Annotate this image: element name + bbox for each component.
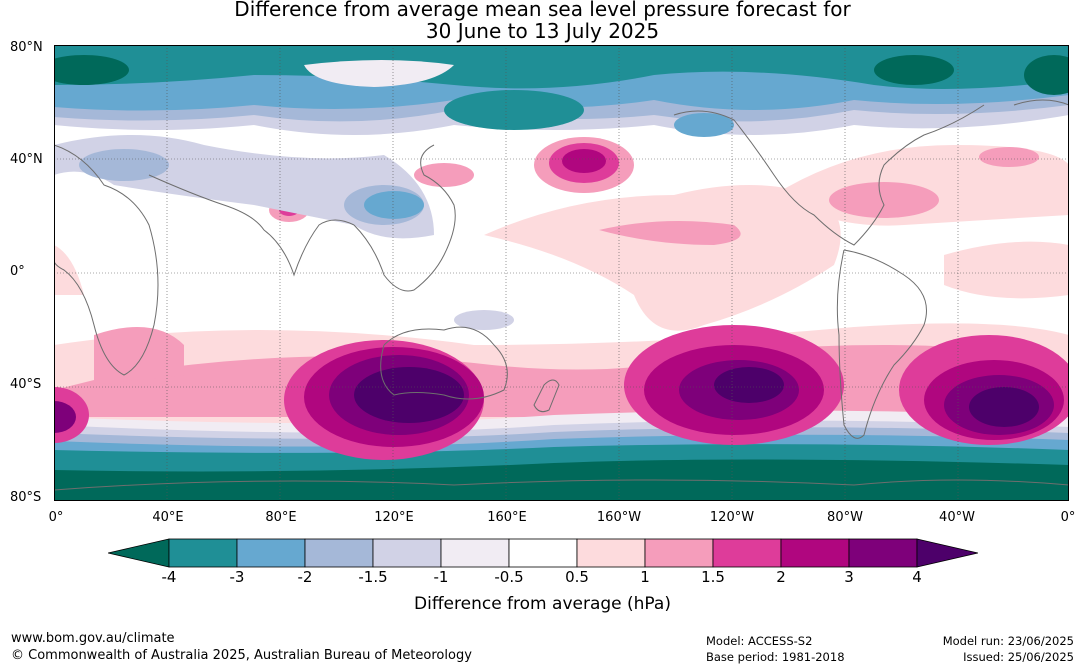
lon-label-40w: 40°W	[939, 510, 975, 525]
colorbar-tick: -1.5	[358, 568, 388, 586]
atlantic-high-level4	[969, 387, 1039, 427]
colorbar-segment	[304, 538, 374, 568]
colorbar	[108, 538, 978, 568]
map-title-line1: Difference from average mean sea level p…	[234, 0, 851, 21]
colorbar-tick: -0.5	[494, 568, 524, 586]
central-pacific-pink-patch	[599, 221, 741, 245]
colorbar-tick: -4	[161, 568, 177, 586]
lon-label-120e: 120°E	[374, 510, 414, 525]
eastern-pacific-pink-area	[484, 185, 841, 331]
southern-indian-pink	[94, 327, 184, 385]
lat-label-equator: 0°	[10, 264, 25, 279]
colorbar-tick: 2	[776, 568, 786, 586]
lat-label-40s: 40°S	[10, 377, 42, 392]
colorbar-arrow-high	[916, 538, 978, 568]
website-link[interactable]: www.bom.gov.au/climate	[11, 631, 175, 646]
east-asia-blue-core	[364, 191, 424, 219]
colorbar-tick: 1.5	[701, 568, 725, 586]
colorbar-segment	[712, 538, 782, 568]
lat-label-80s: 80°S	[10, 490, 42, 505]
australia-high-level4	[354, 367, 464, 423]
arctic-dark-teal-far-east	[1024, 55, 1069, 95]
lon-label-40e: 40°E	[152, 510, 184, 525]
colorbar-tick: 3	[844, 568, 854, 586]
north-atlantic-pink-center	[829, 182, 939, 218]
north-pacific-teal-low	[444, 90, 584, 130]
colorbar-segment	[236, 538, 306, 568]
colorbar-segment	[372, 538, 442, 568]
lat-label-80n: 80°N	[10, 40, 43, 55]
colorbar-label: Difference from average (hPa)	[414, 594, 671, 614]
coastlines	[54, 99, 1069, 491]
west-asia-blue-low	[79, 149, 169, 181]
japan-pink-patch	[414, 163, 474, 187]
map-title-line2: 30 June to 13 July 2025	[425, 19, 660, 43]
arctic-dark-teal-east	[874, 55, 954, 85]
colorbar-tick: -3	[229, 568, 245, 586]
lon-label-0-east: 0°	[1060, 510, 1076, 525]
model-run-date: Model run: 23/06/2025	[942, 634, 1074, 648]
lon-label-160e: 160°E	[487, 510, 527, 525]
lon-label-0-west: 0°	[48, 510, 64, 525]
arctic-dark-teal-west	[54, 55, 129, 85]
colorbar-segment	[168, 538, 238, 568]
antarctica-coast	[54, 479, 1069, 491]
colorbar-tick: 0.5	[565, 568, 589, 586]
africa-coast	[54, 144, 159, 376]
north-america-coast	[673, 104, 985, 246]
colorbar-segment	[440, 538, 510, 568]
colorbar-tick: -1	[433, 568, 449, 586]
colorbar-tick: -2	[297, 568, 313, 586]
lon-label-80e: 80°E	[265, 510, 297, 525]
mid-atlantic-pink-spot	[979, 147, 1039, 167]
colorbar-segment	[508, 538, 578, 568]
colorbar-segment	[780, 538, 850, 568]
pacific-high-level4	[714, 367, 784, 403]
lat-label-40n: 40°N	[10, 152, 43, 167]
colorbar-arrow-low	[108, 538, 170, 568]
southern-band-dark-teal	[54, 459, 1069, 501]
colorbar-segment	[644, 538, 714, 568]
south-america-coast	[836, 249, 927, 439]
southeast-asia-coast	[353, 144, 456, 292]
new-zealand-coast	[533, 379, 560, 413]
colorbar-segment	[848, 538, 918, 568]
lon-label-80w: 80°W	[827, 510, 863, 525]
europe-coast	[1013, 99, 1069, 106]
southeast-asia-light-purple	[454, 310, 514, 330]
alaska-blue-low	[674, 113, 734, 137]
arctic-teal	[54, 45, 1069, 89]
pressure-anomaly-map	[54, 45, 1069, 501]
colorbar-tick: 1	[640, 568, 650, 586]
model-name: Model: ACCESS-S2	[706, 634, 813, 648]
copyright-text: © Commonwealth of Australia 2025, Austra…	[11, 648, 472, 663]
lon-label-160w: 160°W	[596, 510, 642, 525]
base-period: Base period: 1981-2018	[706, 650, 845, 664]
colorbar-tick: 4	[912, 568, 922, 586]
arabia-india-coast	[148, 174, 355, 277]
colorbar-segment	[576, 538, 646, 568]
west-edge-high-inner	[54, 401, 76, 433]
arctic-light-patch	[304, 60, 454, 87]
equatorial-atlantic-light-pink	[944, 241, 1069, 299]
australia-coast	[380, 326, 508, 400]
lon-label-120w: 120°W	[709, 510, 755, 525]
north-pacific-high-inner	[562, 149, 606, 173]
issued-date: Issued: 25/06/2025	[963, 650, 1074, 664]
